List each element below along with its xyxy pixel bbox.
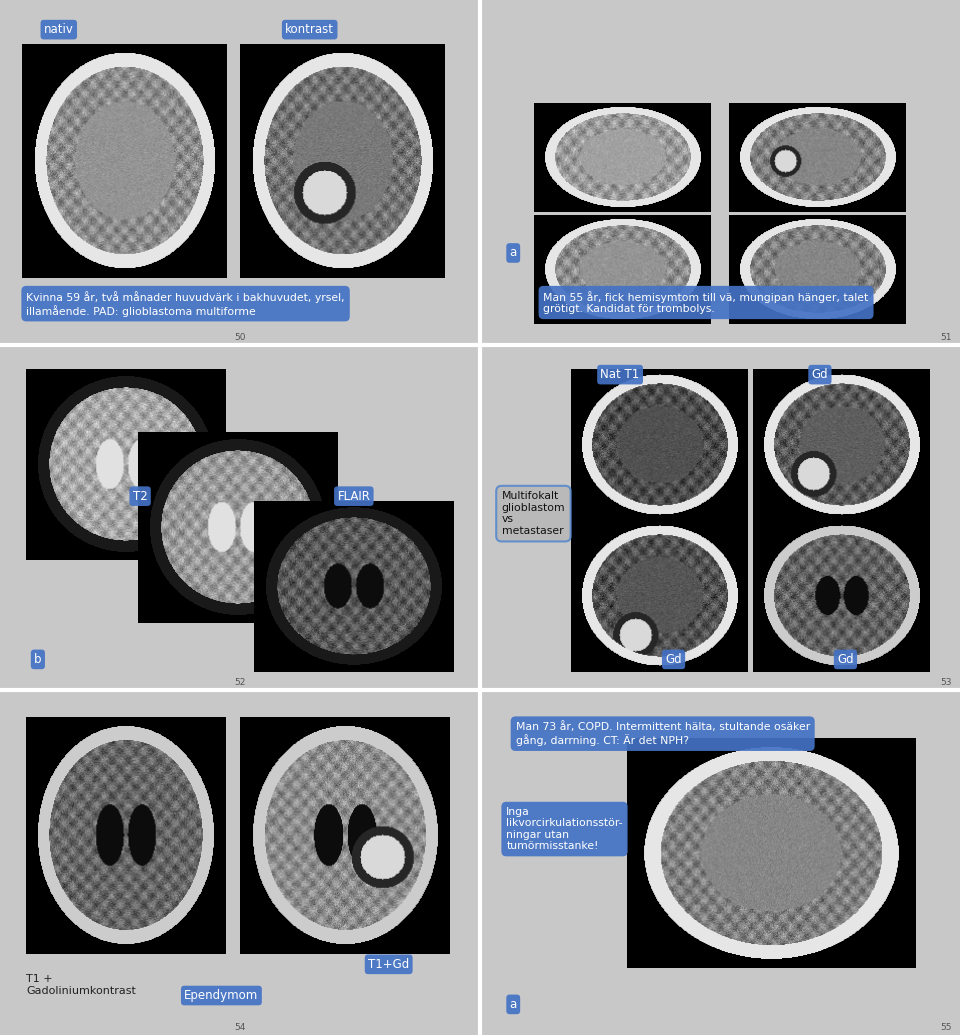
Text: Kvinna 59 år, två månader huvudvärk i bakhuvudet, yrsel,
illamående. PAD: gliobl: Kvinna 59 år, två månader huvudvärk i ba…: [26, 291, 345, 317]
Bar: [730, 215, 906, 324]
Text: Man 73 år, COPD. Intermittent hälta, stultande osäker
gång, darrning. CT: Är det: Man 73 år, COPD. Intermittent hälta, stu…: [516, 721, 810, 746]
Text: Gd: Gd: [665, 653, 682, 666]
Text: b: b: [35, 653, 41, 666]
Text: Gd: Gd: [811, 368, 828, 381]
Bar: [240, 45, 444, 277]
Bar: [22, 45, 226, 277]
Text: Gd: Gd: [837, 653, 853, 666]
Bar: [534, 104, 710, 212]
Text: 50: 50: [234, 332, 246, 342]
Text: Ependymom: Ependymom: [184, 989, 258, 1002]
Text: FLAIR: FLAIR: [337, 490, 371, 503]
Text: Inga
likvorcirkulationsstör-
ningar utan
tumörmisstanke!: Inga likvorcirkulationsstör- ningar utan…: [506, 806, 623, 852]
Text: Multifokalt
glioblastom
vs
metastaser: Multifokalt glioblastom vs metastaser: [502, 492, 565, 536]
Bar: [138, 432, 338, 623]
Bar: [26, 718, 226, 954]
Text: kontrast: kontrast: [285, 23, 334, 36]
Text: a: a: [510, 998, 516, 1011]
Bar: [571, 369, 748, 521]
Bar: [753, 369, 929, 521]
Bar: [571, 521, 748, 672]
Bar: [240, 718, 449, 954]
Text: 51: 51: [940, 332, 951, 342]
Text: 53: 53: [940, 678, 951, 686]
Bar: [627, 738, 915, 968]
Text: Man 55 år, fick hemisymtom till vä, mungipan hänger, talet
grötigt. Kandidat för: Man 55 år, fick hemisymtom till vä, mung…: [543, 291, 869, 315]
Text: nativ: nativ: [44, 23, 74, 36]
Text: a: a: [510, 246, 516, 260]
Bar: [26, 369, 226, 560]
Bar: [534, 215, 710, 324]
Bar: [254, 501, 454, 672]
Text: Nat T1: Nat T1: [600, 368, 639, 381]
Text: 52: 52: [234, 678, 246, 686]
Text: 55: 55: [940, 1023, 951, 1032]
Bar: [730, 104, 906, 212]
Text: T1 +
Gadoliniumkontrast: T1 + Gadoliniumkontrast: [26, 974, 136, 996]
Text: T2: T2: [132, 490, 148, 503]
Text: 54: 54: [234, 1023, 246, 1032]
Text: T1+Gd: T1+Gd: [368, 957, 409, 971]
Bar: [753, 521, 929, 672]
